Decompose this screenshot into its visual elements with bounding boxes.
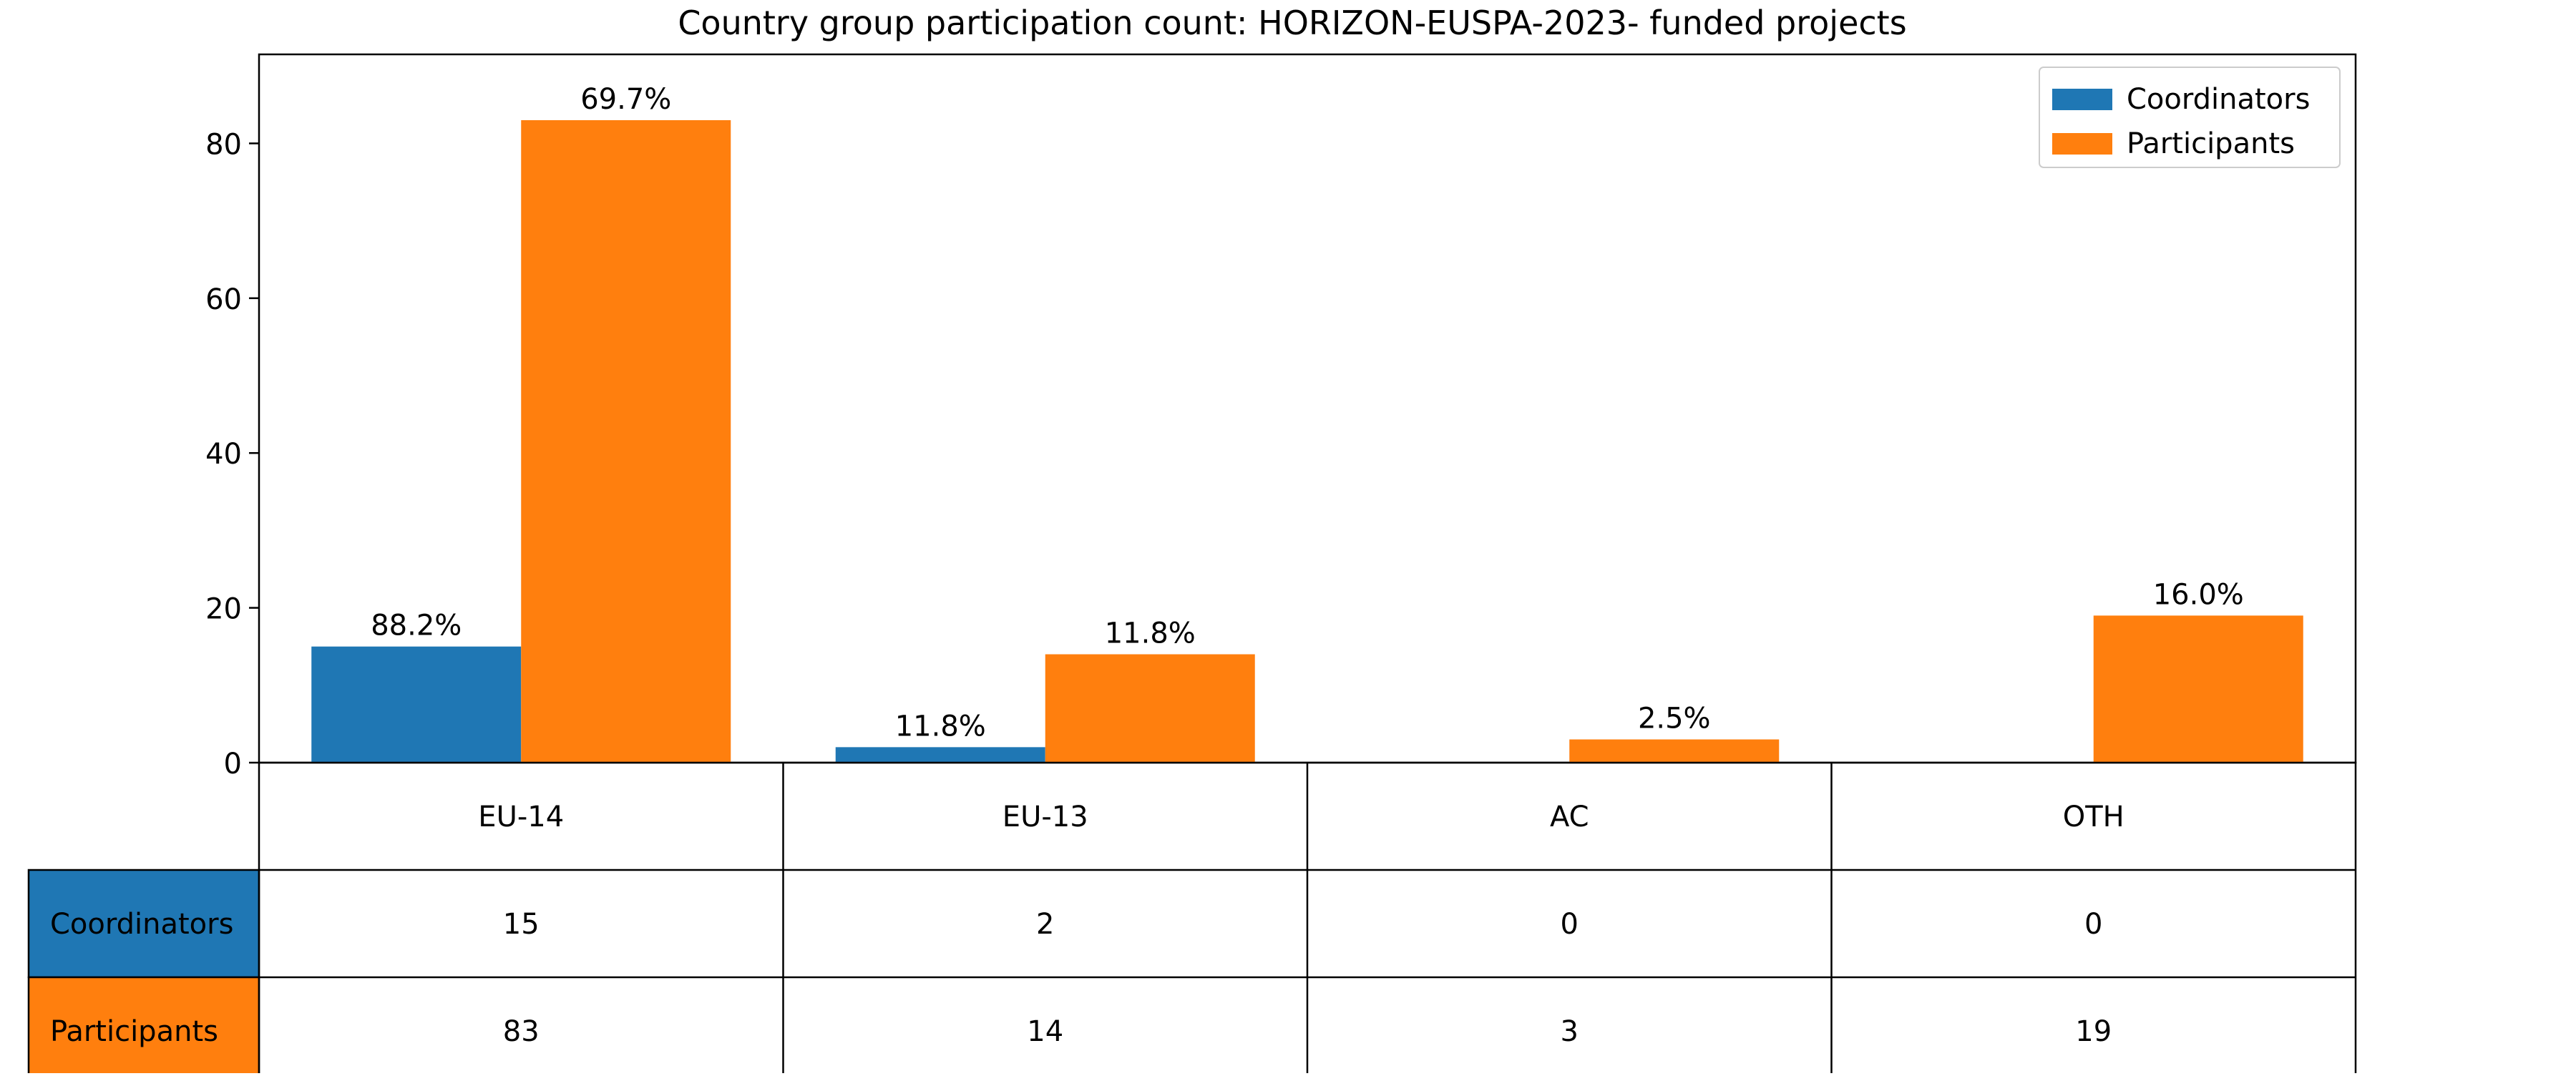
bar-label-coordinators-eu-14: 88.2% bbox=[371, 610, 462, 642]
bar-participants-eu-13 bbox=[1045, 654, 1255, 763]
y-tick-label-20: 20 bbox=[205, 593, 242, 626]
y-tick-label-40: 40 bbox=[205, 438, 242, 471]
y-tick-label-80: 80 bbox=[205, 128, 242, 161]
table-cell-participants-eu-14: 83 bbox=[503, 1015, 540, 1048]
table-cell-participants-ac: 3 bbox=[1561, 1015, 1579, 1048]
bar-participants-eu-14 bbox=[521, 119, 731, 763]
table-row-label-coordinators: Coordinators bbox=[50, 908, 233, 941]
table-header-eu-13: EU-13 bbox=[1002, 801, 1088, 833]
table-row-label-participants: Participants bbox=[50, 1015, 218, 1048]
bar-participants-oth bbox=[2093, 615, 2303, 763]
table-row-header-participants bbox=[27, 976, 260, 1076]
table-header-ac: AC bbox=[1550, 801, 1589, 833]
table-cell-coordinators-ac: 0 bbox=[1561, 908, 1579, 941]
bar-coordinators-eu-13 bbox=[835, 747, 1045, 763]
bar-label-coordinators-eu-13: 11.8% bbox=[895, 710, 986, 743]
data-table: Coordinators Participants EU-14 EU-13 AC OTH 1… bbox=[27, 761, 2357, 1076]
bar-label-participants-eu-14: 69.7% bbox=[580, 83, 671, 116]
legend-label-participants: Participants bbox=[2127, 127, 2295, 160]
table-cell-coordinators-eu-13: 2 bbox=[1036, 908, 1054, 941]
bar-coordinators-eu-14 bbox=[311, 646, 522, 763]
bars-layer bbox=[311, 119, 2303, 763]
table-header-eu-14: EU-14 bbox=[478, 801, 564, 833]
legend-label-coordinators: Coordinators bbox=[2127, 83, 2310, 116]
table-cell-coordinators-oth: 0 bbox=[2084, 908, 2102, 941]
bar-label-participants-eu-13: 11.8% bbox=[1105, 617, 1196, 650]
legend-box bbox=[2039, 67, 2341, 168]
legend: Coordinators Participants bbox=[2039, 67, 2341, 168]
legend-swatch-coordinators bbox=[2052, 89, 2112, 110]
bar-participants-ac bbox=[1569, 739, 1780, 763]
table-cell-coordinators-eu-14: 15 bbox=[503, 908, 540, 941]
bar-labels-layer: 88.2% 11.8% 69.7% 11.8% 2.5% 16.0% bbox=[371, 83, 2244, 743]
y-tick-label-60: 60 bbox=[205, 283, 242, 316]
bar-label-participants-oth: 16.0% bbox=[2153, 578, 2244, 611]
bar-label-participants-ac: 2.5% bbox=[1638, 703, 1711, 735]
y-tick-label-0: 0 bbox=[224, 748, 242, 781]
chart-title: Country group participation count: HORIZ… bbox=[678, 4, 1906, 42]
table-cell-participants-eu-13: 14 bbox=[1027, 1015, 1063, 1048]
legend-swatch-participants bbox=[2052, 133, 2112, 155]
table-header-oth: OTH bbox=[2063, 801, 2124, 833]
table-cell-participants-oth: 19 bbox=[2075, 1015, 2112, 1048]
